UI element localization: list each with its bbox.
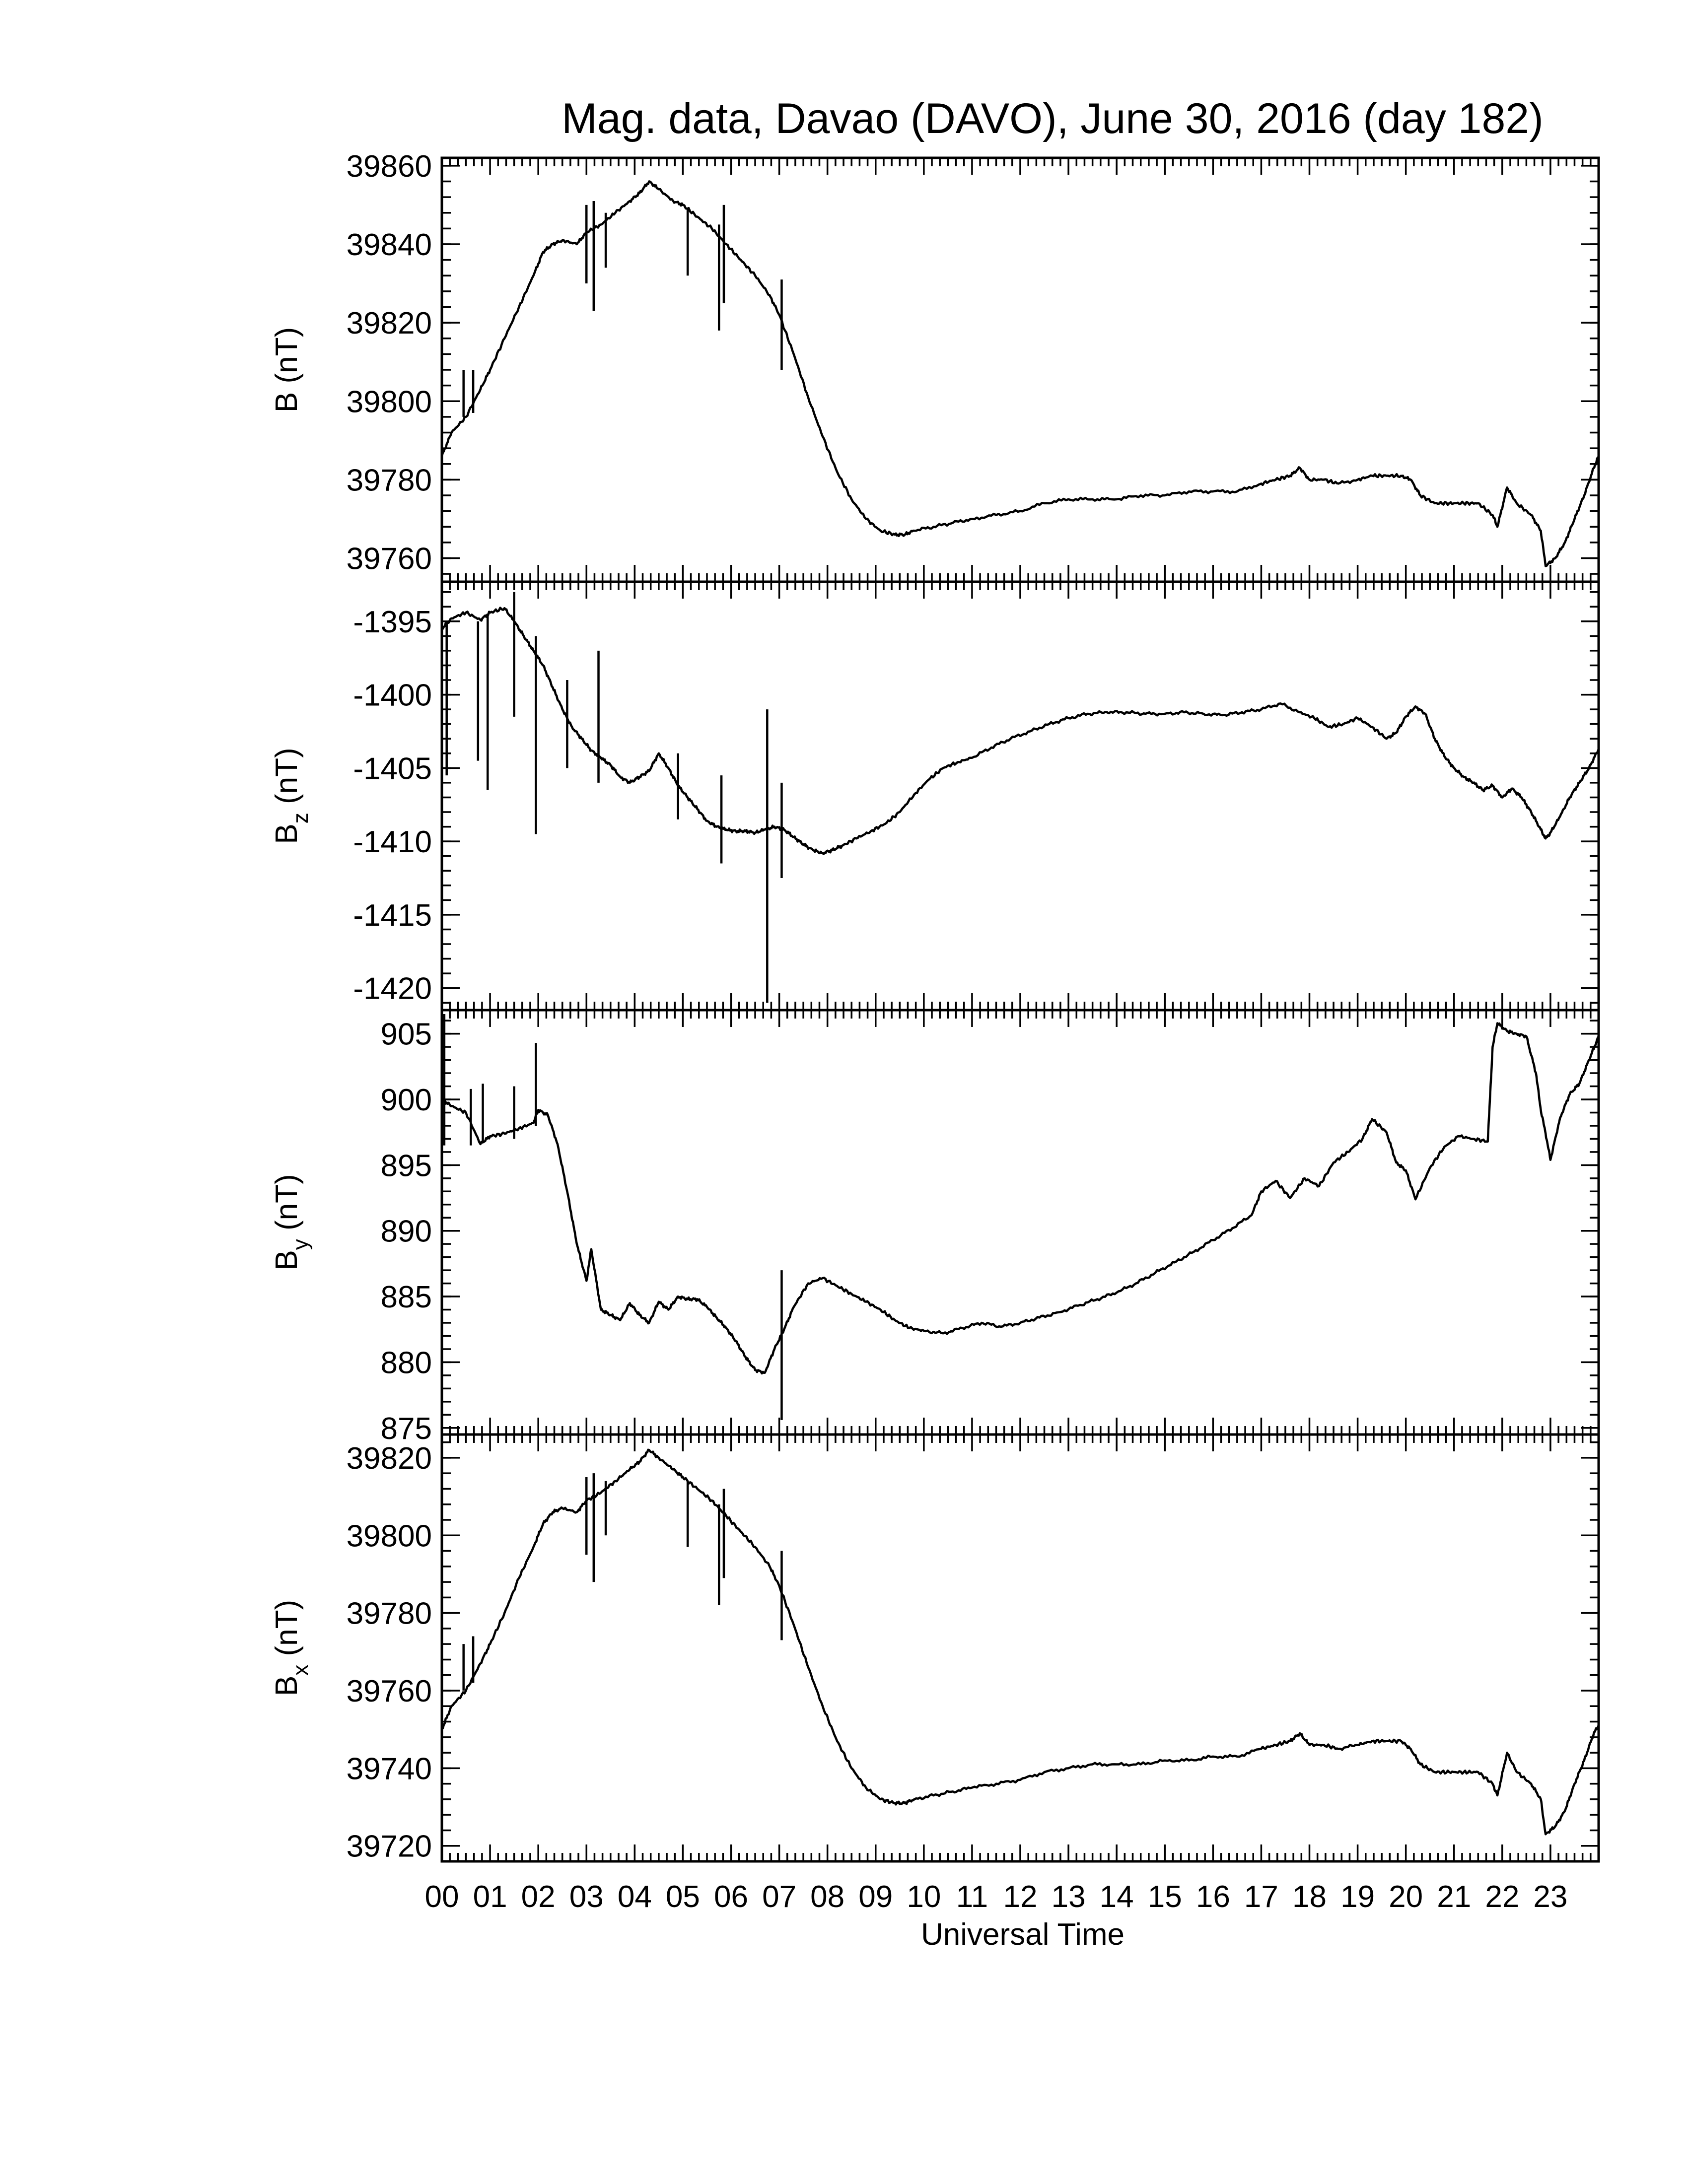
y-tick-label: 885 [381, 1280, 432, 1314]
y-tick-label: 39720 [347, 1830, 432, 1864]
panel-by: 875 880 885 890 895 900 905 By (nT) [270, 1009, 1600, 1446]
y-tick-label: -1415 [353, 898, 432, 933]
x-tick-label: 12 [1003, 1880, 1038, 1914]
x-tick-label: 19 [1340, 1880, 1375, 1914]
y-axis-label-by: By (nT) [270, 1174, 313, 1270]
y-tick-label: 880 [381, 1346, 432, 1380]
y-tick-label: 875 [381, 1412, 432, 1446]
x-tick-label: 07 [762, 1880, 796, 1914]
y-tick-label: 39780 [347, 463, 432, 497]
x-tick-label: 16 [1196, 1880, 1230, 1914]
y-axis-label-unit: (nT) [270, 1174, 304, 1239]
panel-b: 39760 39780 39800 39820 39840 39860 B (nT) [270, 149, 1600, 583]
x-tick-label: 14 [1100, 1880, 1134, 1914]
y-tick-label: 39860 [347, 149, 432, 184]
y-tick-label: 39840 [347, 228, 432, 262]
series-line-b [440, 180, 1600, 567]
x-tick-label: 03 [569, 1880, 604, 1914]
y-tick-label: 39780 [347, 1597, 432, 1631]
x-tick-label: 04 [618, 1880, 652, 1914]
y-tick-label: 39740 [347, 1752, 432, 1786]
panel-frame [440, 580, 1600, 1012]
x-axis-label: Universal Time [921, 1917, 1125, 1952]
y-tick-label: -1395 [353, 605, 432, 639]
x-tick-label: 17 [1244, 1880, 1278, 1914]
x-tick-label: 05 [666, 1880, 700, 1914]
y-tick-label: 39800 [347, 1519, 432, 1553]
y-tick-label: -1400 [353, 679, 432, 713]
y-tick-label: 890 [381, 1215, 432, 1249]
y-axis-label-main: B [270, 1250, 304, 1270]
y-axis-label-b: B (nT) [270, 327, 304, 412]
x-tick-label: 06 [714, 1880, 748, 1914]
x-tick-label: 23 [1533, 1880, 1567, 1914]
y-axis-label-main: B [270, 1676, 304, 1696]
x-tick-label: 02 [521, 1880, 556, 1914]
y-axis-label-bx: Bx (nT) [270, 1600, 313, 1696]
y-axis-label-sub: y [288, 1239, 313, 1250]
panel-bz: -1420 -1415 -1410 -1405 -1400 -1395 Bz (nT) [270, 580, 1600, 1012]
y-axis-label-sub: x [288, 1665, 313, 1676]
y-axis-label-main: B [270, 392, 304, 412]
series-line-bx [441, 1448, 1600, 1836]
y-axis-label-main: B [270, 823, 304, 844]
chart-title: Mag. data, Davao (DAVO), June 30, 2016 (… [562, 95, 1544, 142]
x-tick-label: 15 [1148, 1880, 1182, 1914]
y-tick-label: 39760 [347, 1674, 432, 1708]
panel-frame [440, 156, 1600, 583]
y-axis-label-unit: (nT) [270, 327, 304, 392]
x-tick-label: 00 [425, 1880, 459, 1914]
x-tick-label: 08 [810, 1880, 844, 1914]
x-tick-label: 01 [473, 1880, 507, 1914]
x-tick-label: 18 [1292, 1880, 1327, 1914]
y-axis-label-bz: Bz (nT) [270, 748, 313, 844]
y-tick-label: 905 [381, 1018, 432, 1052]
panel-bx: 39720 39740 39760 39780 39800 39820 Bx (nT) [270, 1433, 1600, 1864]
y-tick-label: -1405 [353, 751, 432, 786]
series-line-bz [441, 607, 1600, 855]
y-tick-label: -1420 [353, 972, 432, 1006]
x-tick-label: 11 [956, 1880, 988, 1914]
y-tick-label: 39760 [347, 542, 432, 576]
x-tick-label: 09 [858, 1880, 893, 1914]
y-tick-label: 39800 [347, 385, 432, 419]
y-tick-label: 39820 [347, 1441, 432, 1476]
y-axis-label-unit: (nT) [270, 748, 304, 813]
panel-frame [440, 1009, 1600, 1436]
x-tick-labels: 00 01 02 03 04 05 06 07 08 09 10 11 12 13 14 15 16 17 18 19… [425, 1880, 1568, 1914]
y-tick-label: 39820 [347, 306, 432, 341]
series-line-by [441, 1022, 1600, 1375]
x-tick-label: 22 [1485, 1880, 1519, 1914]
y-tick-label: 895 [381, 1149, 432, 1183]
x-tick-label: 13 [1052, 1880, 1086, 1914]
x-tick-label: 20 [1389, 1880, 1423, 1914]
y-axis-label-sub: z [288, 813, 313, 823]
y-tick-label: 900 [381, 1083, 432, 1117]
panel-frame [440, 1433, 1600, 1863]
x-tick-label: 21 [1437, 1880, 1471, 1914]
y-axis-label-unit: (nT) [270, 1600, 304, 1665]
x-tick-label: 10 [907, 1880, 941, 1914]
y-tick-label: -1410 [353, 825, 432, 859]
